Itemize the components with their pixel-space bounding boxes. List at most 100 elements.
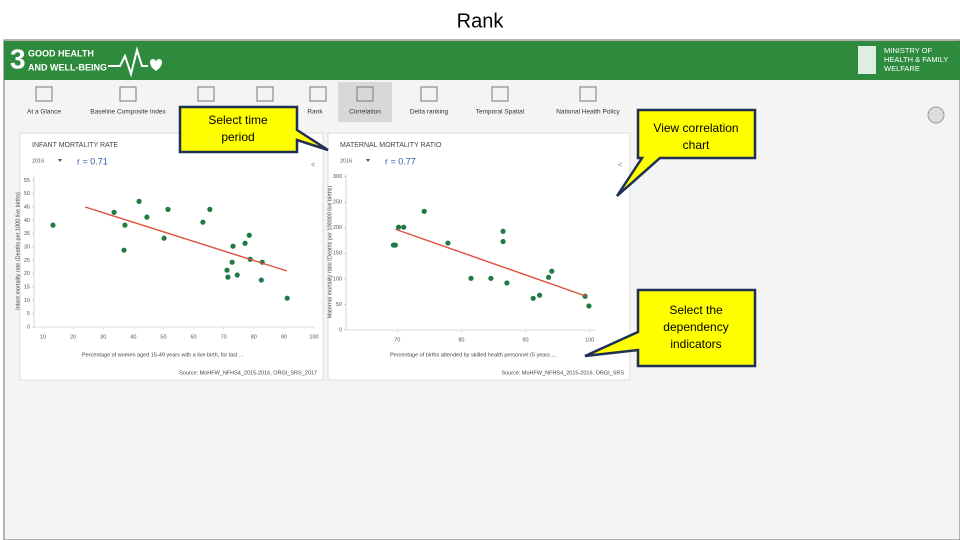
scatter-point: [121, 247, 127, 253]
scatter-chart: MATERNAL MORTALITY RATIO 2016 r = 0.77 <0 50…: [327, 142, 624, 377]
header-bar: [4, 41, 960, 80]
scatter-point: [488, 275, 494, 281]
y-tick-label: 35: [24, 231, 30, 237]
y-tick-label: 10: [24, 298, 30, 304]
y-tick-label: 0: [27, 324, 30, 330]
scatter-point: [144, 214, 150, 220]
y-tick-label: 5: [27, 311, 30, 317]
callout-text: indicators: [670, 337, 721, 351]
x-tick-label: 90: [522, 337, 528, 343]
callout-text: Select the: [669, 303, 723, 317]
x-tick-label: 90: [281, 334, 287, 340]
source-note: Source: MoHFW_NFHS4_2015-2016, ORGI_SRS: [501, 370, 624, 376]
correlation-value: r = 0.77: [385, 156, 416, 166]
toolbar-icon[interactable]: [197, 86, 215, 102]
callout-text: period: [221, 130, 254, 144]
y-tick-label: 45: [24, 204, 30, 210]
chart-title: INFANT MORTALITY RATE: [32, 142, 118, 149]
toolbar-label[interactable]: Baseline Composite Index: [90, 109, 166, 116]
x-tick-label: 80: [251, 334, 257, 340]
scatter-point: [234, 272, 240, 278]
scatter-point: [207, 206, 213, 212]
y-tick-label: 200: [333, 225, 342, 231]
x-tick-label: 30: [100, 334, 106, 340]
y-tick-label: 0: [339, 327, 342, 333]
ministry-text: WELFARE: [884, 64, 920, 73]
scatter-point: [165, 206, 171, 212]
scatter-point: [545, 274, 552, 280]
toolbar-icon[interactable]: [256, 86, 274, 102]
ministry-text: MINISTRY OF: [884, 46, 932, 55]
toolbar-label[interactable]: National Health Policy: [556, 109, 620, 116]
y-tick-label: 25: [24, 258, 30, 264]
scatter-point: [500, 228, 506, 234]
x-axis-title[interactable]: Percentage of births attended by skilled…: [390, 352, 556, 358]
period-select[interactable]: 2016: [340, 158, 352, 164]
toolbar-icon[interactable]: [491, 86, 509, 102]
x-tick-label: 80: [458, 337, 464, 343]
scatter-point: [200, 219, 206, 225]
toolbar-icon[interactable]: [309, 86, 327, 102]
goal-text: AND WELL-BEING: [28, 62, 107, 72]
share-icon: <: [618, 162, 622, 169]
chart-panel: [19, 132, 324, 381]
scatter-point: [225, 274, 231, 280]
toolbar-icon[interactable]: [119, 86, 137, 102]
scatter-point: [401, 224, 407, 230]
toolbar-label[interactable]: At a Glance: [27, 109, 61, 116]
y-tick-label: 150: [333, 251, 342, 257]
dropdown-arrow[interactable]: [366, 159, 370, 162]
trend-line: [395, 228, 587, 297]
callout-text: View correlation: [653, 121, 738, 135]
x-axis-title[interactable]: Percentage of women aged 15-49 years wit…: [82, 352, 244, 358]
toolbar-label[interactable]: Rank: [307, 109, 323, 116]
callout-box: [584, 288, 757, 368]
callout-text: Select time: [208, 113, 268, 127]
y-axis-title: Maternal mortality ratio (Deaths per 100…: [327, 185, 333, 318]
callout: View correlation chart: [615, 108, 757, 197]
y-tick-label: 20: [24, 271, 30, 277]
profile-button[interactable]: [927, 106, 945, 124]
scatter-point: [122, 222, 128, 228]
scatter-point: [500, 238, 506, 245]
scatter-point: [395, 224, 402, 230]
x-tick-label: 50: [160, 334, 166, 340]
scatter-point: [230, 243, 236, 249]
scatter-point: [258, 277, 264, 283]
toolbar-icon[interactable]: [579, 86, 597, 102]
toolbar-label[interactable]: Delta ranking: [410, 109, 449, 116]
dropdown-arrow[interactable]: [58, 159, 62, 162]
y-tick-label: 300: [333, 174, 342, 180]
callout-box: [615, 108, 757, 197]
toolbar-icon[interactable]: [420, 86, 438, 102]
scatter-point: [224, 267, 230, 273]
y-tick-label: 50: [336, 302, 342, 308]
y-tick-label: 55: [24, 178, 30, 184]
toolbar-icon[interactable]: [356, 86, 374, 102]
charts: INFANT MORTALITY RATE 2016 r = 0.71 <0 5 10 15…: [15, 142, 624, 377]
chart-panel: [327, 132, 631, 381]
y-tick-label: 30: [24, 244, 30, 250]
scatter-point: [229, 259, 235, 265]
toolbar-label[interactable]: Correlation: [349, 109, 381, 116]
y-axis-title: Infant mortality rate (Deaths per 1000 l…: [15, 192, 21, 310]
scatter-point: [421, 208, 427, 214]
toolbar: At a Glance Baseline Composite Index Rank C…: [27, 86, 621, 116]
y-tick-label: 40: [24, 218, 30, 224]
scatter-point: [242, 240, 248, 246]
toolbar-icon[interactable]: [35, 86, 53, 102]
period-select[interactable]: 2016: [32, 158, 44, 164]
scatter-point: [468, 275, 474, 281]
y-tick-label: 250: [333, 200, 342, 206]
toolbar-label[interactable]: Temporal Spatial: [476, 109, 525, 116]
scatter-point: [390, 242, 397, 248]
scatter-point: [586, 303, 592, 309]
x-tick-label: 60: [191, 334, 197, 340]
scatter-point: [136, 198, 142, 204]
x-tick-label: 70: [221, 334, 227, 340]
callout: Select the dependency indicators: [584, 288, 757, 368]
scatter-point: [161, 235, 167, 241]
scatter-point: [536, 292, 543, 298]
goal-text: GOOD HEALTH: [28, 48, 94, 58]
